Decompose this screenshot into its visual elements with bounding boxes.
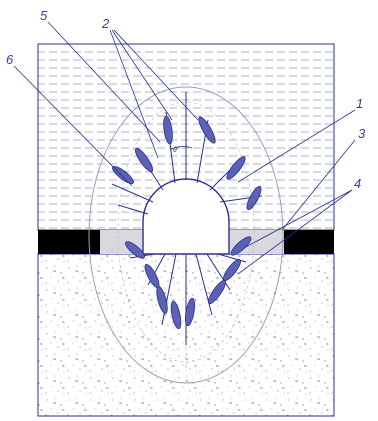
ellipse-charge-icon [207,279,227,305]
ellipse-charge-icon [156,286,168,314]
ellipse-charge-icon [163,115,173,145]
outer-influence-zone [88,86,284,384]
explosive-charges [112,115,262,330]
angle-arc [169,146,193,151]
ellipse-charge-icon [170,300,182,330]
leader-line-4b [237,189,353,275]
callout-5: 5 [40,8,48,23]
leader-line-2c [113,29,199,121]
ellipse-charge-icon [198,116,216,144]
leader-line-3 [281,139,356,231]
ellipse-charge-icon [226,156,246,180]
blast-hole [206,253,231,291]
callout-6: 6 [6,52,14,67]
ellipse-charge-icon [134,147,154,173]
leader-line-5 [47,21,161,143]
inner-damage-zone [117,101,255,363]
leader-line-1 [237,109,356,183]
coal-seam-left [38,230,100,254]
ellipse-charge-icon [246,185,262,211]
leader-line-6 [13,65,133,187]
blast-hole [111,183,154,203]
ellipse-charge-icon [184,297,196,327]
coal-seam-right [284,230,334,254]
blast-hole [117,204,149,215]
leader-line-2b [111,29,173,121]
leader-line-2a [109,29,159,159]
roadway-opening [142,178,230,255]
angle-label: θ° [173,146,180,154]
callout-leaders [13,21,356,275]
callout-2: 2 [101,16,110,31]
callout-1: 1 [356,96,363,111]
callout-4: 4 [354,176,361,191]
leader-line-4a [243,189,353,249]
blast-hole [195,253,213,316]
callout-3: 3 [358,126,366,141]
ellipse-charge-icon [125,241,145,259]
blast-hole [217,253,247,263]
ellipse-charge-icon [230,236,252,256]
